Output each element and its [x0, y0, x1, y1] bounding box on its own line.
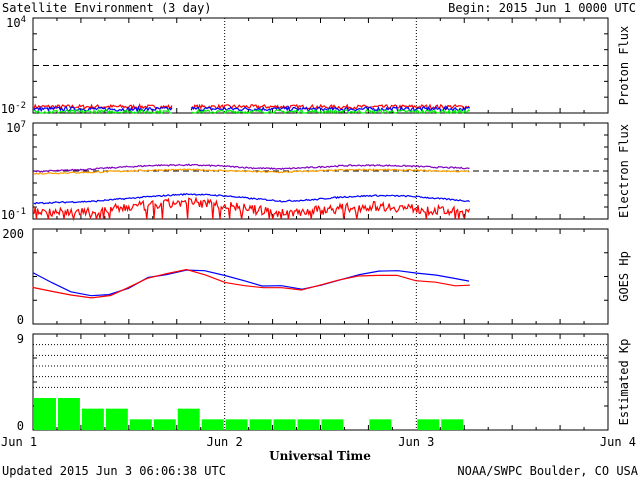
updated-label: Updated 2015 Jun 3 06:06:38 UTC: [2, 464, 226, 478]
series-line-proton-blue: [33, 105, 173, 114]
kp-bar: [225, 419, 248, 430]
y-tick-label: 10-2: [1, 101, 26, 116]
x-tick-label: Jun 1: [1, 435, 37, 449]
kp-bar: [201, 419, 224, 430]
kp-bar: [153, 419, 176, 430]
y-axis-label-electron: Electron Flux: [617, 124, 631, 218]
panel-frame: [32, 228, 609, 325]
y-axis-label-kp: Estimated Kp: [617, 339, 631, 426]
kp-bar: [34, 398, 56, 430]
kp-bar: [273, 419, 296, 430]
kp-bar: [297, 419, 320, 430]
y-axis-label-goes-hp: GOES Hp: [617, 251, 631, 302]
series-line-electron-purple: [34, 163, 470, 173]
y-tick-label: 104: [6, 15, 26, 30]
kp-bar: [81, 408, 104, 430]
series-line-proton-red: [190, 103, 471, 111]
y-tick-label: 9: [17, 332, 24, 346]
y-tick-label: 0: [17, 313, 24, 327]
kp-bar: [441, 419, 464, 430]
kp-bar: [105, 408, 128, 430]
panel-goes-hp: 200 0 GOES Hp: [2, 227, 631, 327]
kp-bar: [417, 419, 440, 430]
kp-bar: [177, 408, 200, 430]
kp-bar: [129, 419, 152, 430]
kp-bar: [321, 419, 344, 430]
panel-frame: [32, 17, 609, 114]
series-line-proton-red: [33, 103, 173, 110]
panel-electron: 107 10-1 Electron Flux: [1, 120, 631, 222]
credit-label: NOAA/SWPC Boulder, CO USA: [457, 464, 638, 478]
kp-bar: [369, 419, 392, 430]
y-tick-label: 200: [2, 227, 24, 241]
series-line-electron-orange: [33, 168, 470, 175]
panel-proton: 104 10-2 Proton Flux: [1, 15, 631, 116]
chart-title: Satellite Environment (3 day): [2, 1, 212, 15]
series-line-proton-green: [191, 108, 471, 115]
begin-label: Begin: 2015 Jun 1 0000 UTC: [448, 1, 636, 15]
x-axis-label: Universal Time: [269, 449, 371, 463]
x-tick-label: Jun 4: [600, 435, 636, 449]
series-line-electron-blue: [33, 192, 470, 205]
series-line-electron-red: [33, 196, 471, 222]
x-tick-label: Jun 3: [398, 435, 434, 449]
panel-kp: 9 0 Estimated Kp: [17, 332, 631, 433]
kp-bar: [57, 398, 80, 430]
series-line-goes-hp-blue: [32, 269, 470, 297]
y-tick-label: 10-1: [1, 207, 26, 222]
y-axis-label-proton: Proton Flux: [617, 26, 631, 105]
kp-bar: [249, 419, 272, 430]
series-line-proton-green: [33, 108, 173, 115]
series-line-goes-hp-red: [32, 268, 470, 299]
x-tick-label: Jun 2: [207, 435, 243, 449]
y-tick-label: 0: [17, 419, 24, 433]
y-tick-label: 107: [6, 120, 26, 135]
